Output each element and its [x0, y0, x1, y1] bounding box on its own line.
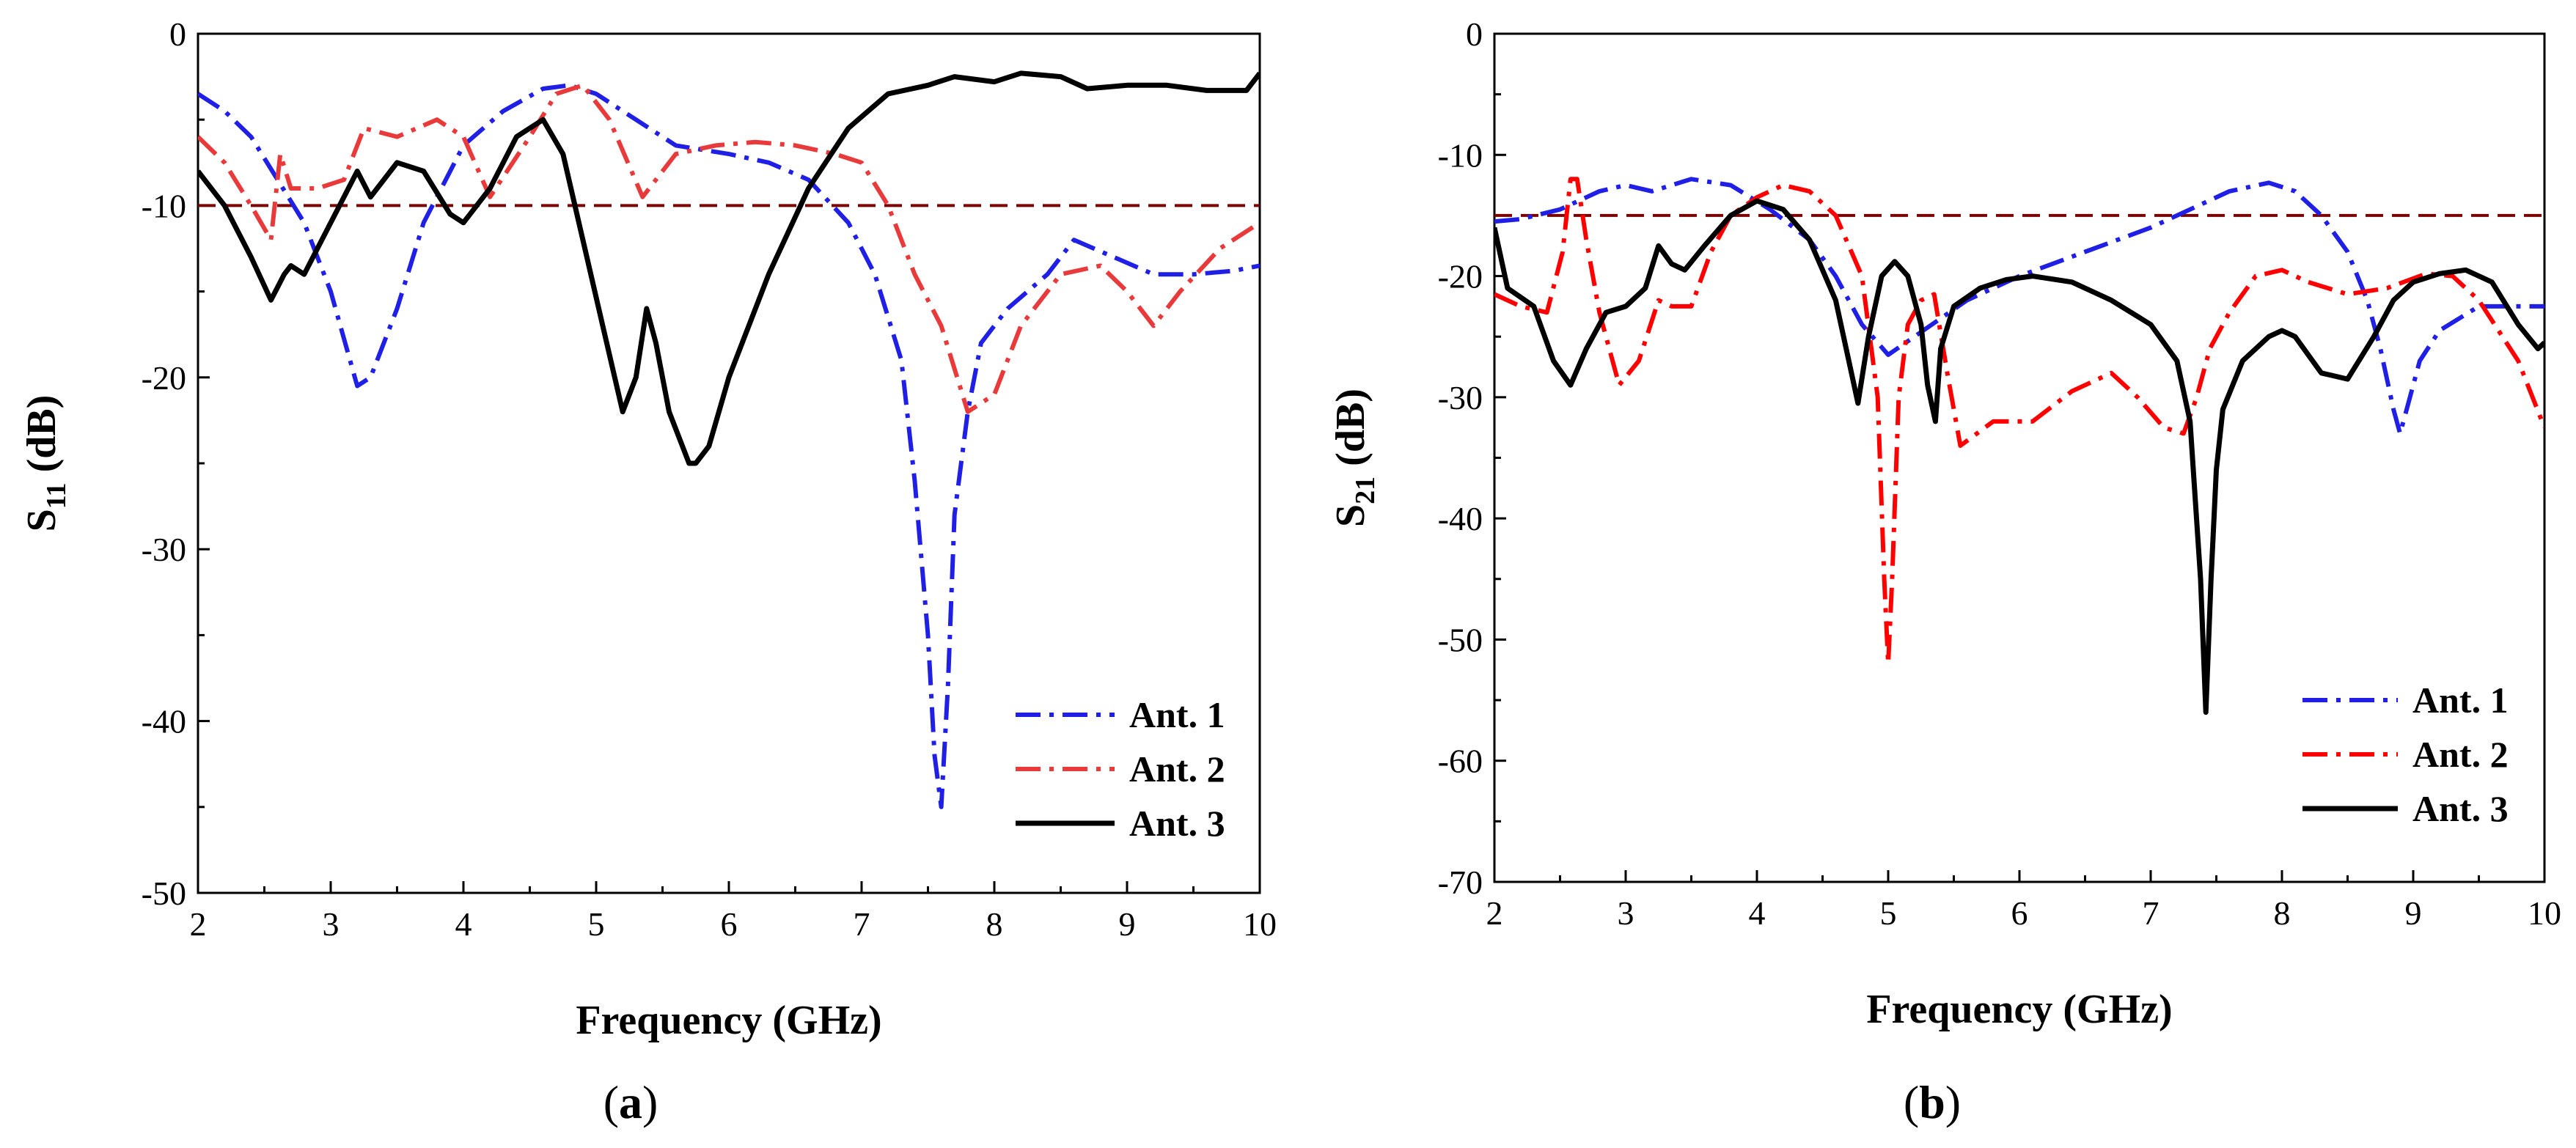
panel-label-close: ) — [1945, 1076, 1961, 1128]
legend-label: Ant. 1 — [1129, 694, 1225, 735]
y-axis-label-unit: (dB) — [1328, 389, 1373, 477]
x-tick-label: 3 — [1618, 894, 1634, 932]
panel-label-open: ( — [1904, 1076, 1919, 1128]
series-line-ant-2 — [198, 83, 1260, 414]
series-line-ant-1 — [198, 83, 1260, 809]
x-tick-label: 8 — [2274, 894, 2291, 932]
x-tick-label: 5 — [1880, 894, 1897, 932]
y-tick-label: -30 — [142, 531, 186, 568]
legend-label: Ant. 3 — [1129, 803, 1225, 844]
panel-label-close: ) — [642, 1076, 658, 1128]
y-tick-label: -30 — [1438, 379, 1483, 416]
x-tick-label: 6 — [721, 905, 738, 943]
panel-label-letter: b — [1919, 1076, 1945, 1128]
series-line-ant-2 — [1494, 177, 2544, 666]
x-tick-label: 9 — [1119, 905, 1136, 943]
panel-label: (a) — [603, 1076, 658, 1128]
plot-frame — [197, 32, 1261, 894]
x-tick-label: 6 — [2011, 894, 2028, 932]
series-line-ant-3 — [198, 70, 1260, 466]
y-axis-label-sub: 11 — [41, 482, 72, 509]
y-axis-label-base: S — [1328, 504, 1373, 527]
x-tick-label: 2 — [1486, 894, 1503, 932]
x-tick-label: 10 — [1243, 905, 1277, 943]
series-line-ant-1 — [1494, 177, 2544, 436]
y-tick-label: -10 — [142, 187, 186, 224]
legend: Ant. 1 Ant. 2 Ant. 3 — [1016, 694, 1225, 844]
legend-label: Ant. 1 — [2412, 680, 2509, 721]
y-tick-label: -10 — [1438, 136, 1483, 174]
x-tick-label: 5 — [588, 905, 605, 943]
x-tick-label: 2 — [190, 905, 207, 943]
x-tick-label: 9 — [2405, 894, 2422, 932]
x-tick-label: 7 — [2143, 894, 2159, 932]
y-tick-label: 0 — [169, 15, 186, 53]
x-tick-label: 8 — [986, 905, 1003, 943]
y-axis-label: S21 (dB) — [1328, 389, 1381, 527]
plot-area — [198, 70, 1260, 809]
y-axis-label-base: S — [19, 509, 65, 531]
y-tick-label: -70 — [1438, 864, 1483, 901]
y-tick-label: -50 — [142, 875, 186, 912]
legend-label: Ant. 2 — [2412, 734, 2509, 775]
legend-label: Ant. 3 — [2412, 788, 2509, 829]
x-tick-label: 3 — [323, 905, 340, 943]
y-tick-label: -20 — [1438, 258, 1483, 295]
panel-label: (b) — [1904, 1076, 1961, 1128]
y-tick-label: 0 — [1466, 15, 1483, 53]
panel-label-letter: a — [619, 1076, 642, 1128]
y-tick-label: -20 — [142, 359, 186, 397]
y-tick-label: -40 — [1438, 500, 1483, 537]
panel-label-open: ( — [603, 1076, 619, 1128]
plot-area — [1494, 177, 2544, 715]
y-axis-label-unit: (dB) — [19, 395, 65, 483]
y-axis-label-sub: 21 — [1350, 477, 1381, 504]
legend: Ant. 1 Ant. 2 Ant. 3 — [2302, 680, 2509, 829]
x-tick-label: 7 — [854, 905, 870, 943]
y-tick-label: -40 — [142, 703, 186, 740]
y-tick-label: -50 — [1438, 621, 1483, 658]
x-tick-label: 10 — [2528, 894, 2561, 932]
x-tick-label: 4 — [455, 905, 472, 943]
y-axis-label: S11 (dB) — [19, 395, 72, 532]
x-tick-label: 4 — [1749, 894, 1766, 932]
x-axis-label: Frequency (GHz) — [576, 998, 881, 1043]
series-line-ant-3 — [1494, 198, 2544, 715]
legend-label: Ant. 2 — [1129, 748, 1225, 790]
x-axis-label: Frequency (GHz) — [1866, 987, 2172, 1032]
y-tick-label: -60 — [1438, 743, 1483, 780]
